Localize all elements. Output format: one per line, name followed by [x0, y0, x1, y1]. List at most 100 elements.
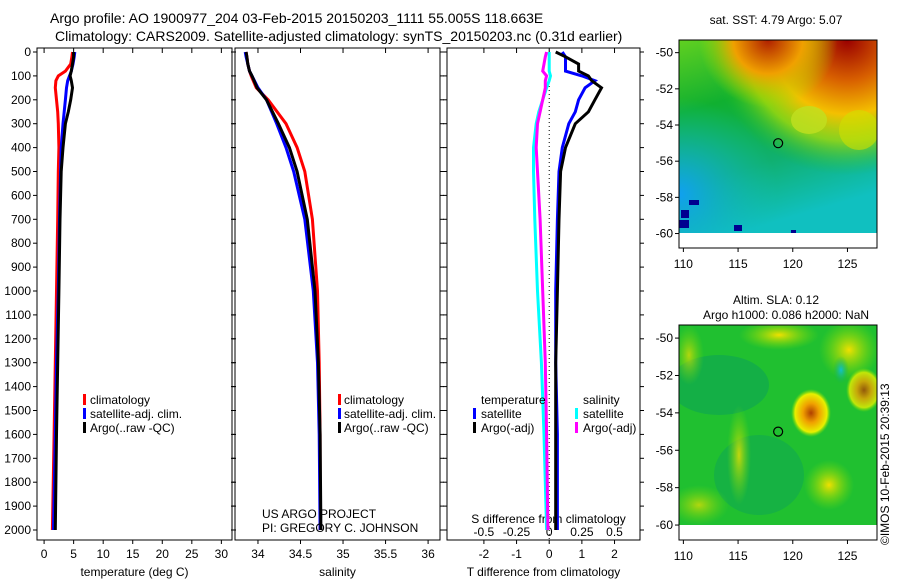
map-y-tick-label: -58	[656, 190, 674, 204]
y-tick-label: 1300	[4, 356, 31, 370]
x-tick-label: 36	[421, 547, 435, 561]
legend-heading-salinity: salinity	[583, 393, 620, 407]
y-tick-label: 600	[11, 188, 31, 202]
map-y-tick-label: -50	[656, 331, 674, 345]
title-line-1: Argo profile: AO 1900977_204 03-Feb-2015…	[50, 10, 543, 26]
x-tick-label: 35	[336, 547, 350, 561]
salinity-legend: climatology satellite-adj. clim. Argo(..…	[338, 393, 436, 435]
legend-swatch-climatology	[83, 394, 86, 405]
x-tick-label: 0	[546, 547, 553, 561]
profile-line-climatology	[50, 51, 74, 531]
map-y-tick-label: -58	[656, 481, 674, 495]
profile-line-satellite-adj-clim-	[243, 51, 322, 531]
x-tick-label: 1	[579, 547, 586, 561]
y-tick-label: 2000	[4, 523, 31, 537]
sst-map-title: sat. SST: 4.79 Argo: 5.07	[710, 13, 843, 27]
map-x-tick-label: 125	[837, 257, 857, 271]
map-y-tick-label: -54	[656, 406, 674, 420]
x-tick-label: -2	[479, 547, 490, 561]
map-y-tick-label: -60	[656, 518, 674, 532]
map-x-tick-label: 125	[837, 549, 857, 563]
profile-line-salinity-argo-adj-	[534, 51, 550, 531]
legend-swatch-s-satellite	[575, 408, 578, 419]
title-line-2: Climatology: CARS2009. Satellite-adjuste…	[55, 28, 622, 44]
y-tick-label: 0	[24, 45, 31, 59]
sla-map-subtitle: Argo h1000: 0.086 h2000: NaN	[703, 308, 869, 322]
x-tick-label: 30	[215, 547, 229, 561]
sla-map-field	[679, 325, 877, 525]
temperature-legend: climatology satellite-adj. clim. Argo(..…	[83, 393, 182, 435]
profile-line-argo-raw-qc-	[244, 51, 323, 531]
legend-swatch-argo	[338, 422, 341, 433]
profile-line-temperature-argo-adj-	[554, 50, 604, 530]
legend-swatch-t-argo	[473, 422, 476, 433]
panel-frame	[234, 47, 441, 541]
map-y-tick-label: -50	[656, 46, 674, 60]
x2-tick-label: -0.5	[474, 525, 495, 539]
map-x-tick-label: 115	[729, 257, 748, 271]
sla-map-title: Altim. SLA: 0.12	[733, 293, 819, 307]
y-tick-label: 1100	[5, 308, 31, 322]
temperature-panel: 0100200300400500600700800900100011001200…	[4, 45, 236, 579]
argo-position-marker	[773, 138, 784, 149]
map-x-tick-label: 110	[674, 549, 693, 563]
credit-pi: PI: GREGORY C. JOHNSON	[262, 521, 418, 535]
sla-map: Altim. SLA: 0.12 Argo h1000: 0.086 h2000…	[656, 293, 878, 563]
profile-line-argo-raw-qc-	[53, 52, 76, 531]
x-tick-label: 0	[41, 547, 48, 561]
sst-map-frame	[678, 39, 878, 249]
y-tick-label: 1900	[4, 499, 31, 513]
map-x-tick-label: 110	[674, 257, 693, 271]
sst-map-field	[679, 40, 877, 233]
legend-swatch-climatology	[338, 394, 341, 405]
legend-swatch-s-argo	[575, 422, 578, 433]
map-x-tick-label: 120	[783, 549, 803, 563]
x2-tick-label: 0	[546, 525, 553, 539]
legend-label-s-satellite: satellite	[583, 407, 624, 421]
y-tick-label: 1700	[4, 451, 31, 465]
legend-label-climatology: climatology	[90, 393, 150, 407]
x-tick-label: 10	[97, 547, 111, 561]
x-tick-label: -1	[511, 547, 522, 561]
legend-swatch-argo	[83, 422, 86, 433]
x-tick-label: 2	[611, 547, 618, 561]
x-axis-label: salinity	[319, 565, 356, 579]
x-tick-label: 25	[185, 547, 199, 561]
y-tick-label: 700	[11, 212, 31, 226]
map-y-tick-label: -52	[656, 368, 674, 382]
x-tick-label: 34	[251, 547, 265, 561]
panel-frame	[446, 47, 641, 541]
y-tick-label: 500	[11, 165, 31, 179]
y-tick-label: 100	[11, 69, 31, 83]
y-tick-label: 1800	[4, 475, 31, 489]
x-tick-label: 5	[70, 547, 77, 561]
legend-label-argo: Argo(..raw -QC)	[90, 421, 175, 435]
x-tick-label: 15	[126, 547, 140, 561]
copyright-stamp: ©IMOS 10-Feb-2015 20:39:13	[878, 383, 892, 545]
difference-panel: -2 -1 0 1 2 T difference from climatology -0.5…	[443, 47, 644, 579]
map-x-tick-label: 120	[783, 257, 803, 271]
sla-map-frame	[678, 324, 878, 541]
x-axis-label: T difference from climatology	[467, 565, 621, 579]
x2-tick-label: 0.5	[606, 525, 623, 539]
y-tick-label: 1000	[4, 284, 31, 298]
y-tick-label: 1500	[4, 404, 31, 418]
x-tick-label: 35.5	[374, 547, 398, 561]
legend-label-t-satellite: satellite	[481, 407, 522, 421]
credit-project: US ARGO PROJECT	[262, 507, 377, 521]
x2-tick-label: -0.25	[503, 525, 531, 539]
map-x-tick-label: 115	[729, 549, 748, 563]
map-y-tick-label: -52	[656, 82, 674, 96]
legend-label-s-argo: Argo(-adj)	[583, 421, 636, 435]
y-tick-label: 900	[11, 260, 31, 274]
y-tick-label: 400	[11, 141, 31, 155]
y-tick-label: 1200	[4, 332, 31, 346]
legend-heading-temperature: temperature	[481, 393, 546, 407]
x-tick-label: 20	[156, 547, 170, 561]
sst-map: sat. SST: 4.79 Argo: 5.07 110 115 120 125 -5…	[656, 13, 878, 271]
legend-label-t-argo: Argo(-adj)	[481, 421, 534, 435]
y-tick-label: 300	[11, 117, 31, 131]
x-axis-label: temperature (deg C)	[80, 565, 188, 579]
legend-label-climatology: climatology	[344, 393, 404, 407]
